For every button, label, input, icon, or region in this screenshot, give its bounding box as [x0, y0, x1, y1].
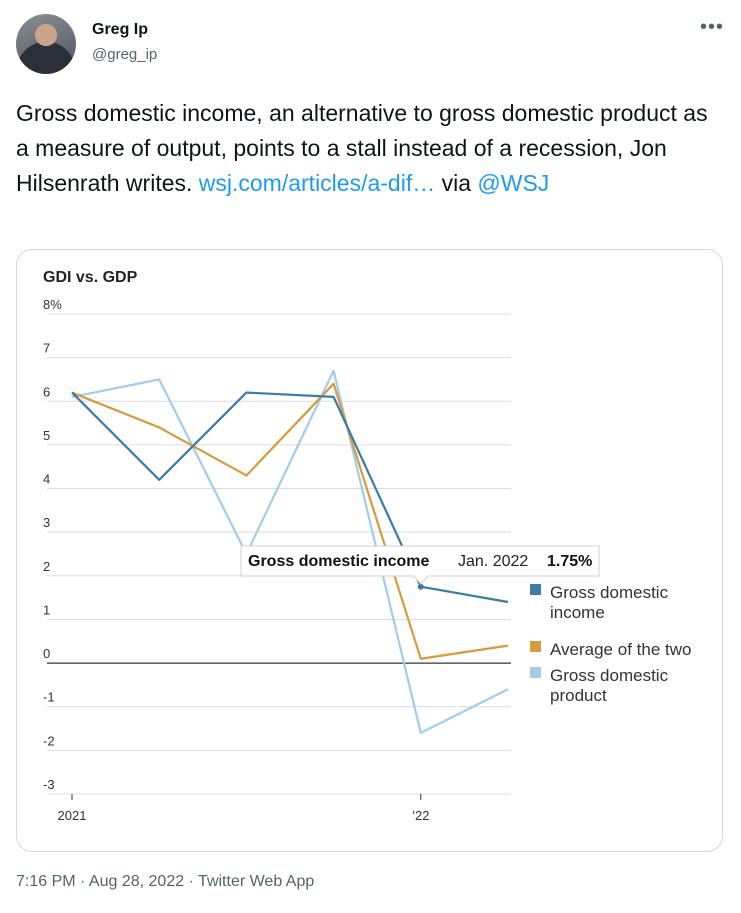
ellipsis-icon[interactable]: •••: [700, 16, 725, 38]
series-line-gross-domestic-income: [71, 391, 509, 604]
avatar[interactable]: [16, 14, 76, 74]
y-tick-label: 4: [43, 472, 50, 487]
legend-label: Gross domestic income: [550, 583, 669, 622]
chart: GDI vs. GDP 8% 7 6 5 4 3 2 1 0 -1 -2 -3 2021 ’22 Gross …: [43, 269, 691, 823]
chart-title: GDI vs. GDP: [43, 269, 138, 286]
legend-label: Average of the two: [550, 640, 691, 659]
legend-swatch: [530, 641, 541, 652]
tweet-body: Gross domestic income, an alternative to…: [16, 100, 708, 196]
tooltip-series: Gross domestic income: [248, 553, 429, 570]
chart-card[interactable]: GDI vs. GDP 8% 7 6 5 4 3 2 1 0 -1 -2 -3 2021 ’22 Gross …: [16, 249, 723, 852]
y-tick-label: 5: [43, 428, 50, 443]
author-name[interactable]: Greg Ip: [92, 21, 149, 38]
y-tick-label: -1: [43, 690, 55, 705]
y-tick-label: 3: [43, 515, 50, 530]
tooltip-pointer: [412, 575, 429, 585]
y-tick-label: -3: [43, 777, 55, 792]
y-tick-label: 1: [43, 602, 50, 617]
tweet-timestamp[interactable]: 7:16 PM · Aug 28, 2022 · Twitter Web App: [16, 873, 315, 890]
data-point: [417, 583, 424, 590]
tooltip-value: 1.75%: [547, 553, 592, 570]
y-tick-label: -2: [43, 733, 55, 748]
tweet-text: Gross domestic income, an alternative to…: [16, 96, 716, 201]
y-tick-label: 6: [43, 384, 50, 399]
tooltip-pointer-mask: [414, 575, 427, 577]
article-link[interactable]: wsj.com/articles/a-dif…: [198, 170, 436, 196]
legend-swatch: [530, 667, 541, 678]
y-tick-label: 8%: [43, 297, 62, 312]
series-line-gross-domestic-product: [71, 369, 509, 735]
x-tick-label: ’22: [412, 808, 429, 823]
tooltip-date: Jan. 2022: [458, 553, 528, 570]
y-tick-label: 0: [43, 646, 50, 661]
x-tick-label: 2021: [58, 808, 87, 823]
via-text: via: [441, 170, 472, 196]
mention-link[interactable]: @WSJ: [477, 170, 550, 196]
y-tick-label: 7: [43, 341, 50, 356]
legend-label: Gross domestic product: [550, 666, 669, 705]
author-handle[interactable]: @greg_ip: [92, 46, 158, 63]
tooltip-box: [240, 545, 600, 577]
y-tick-label: 2: [43, 559, 50, 574]
series-line-average-of-the-two: [71, 382, 509, 660]
legend-swatch: [530, 584, 541, 595]
